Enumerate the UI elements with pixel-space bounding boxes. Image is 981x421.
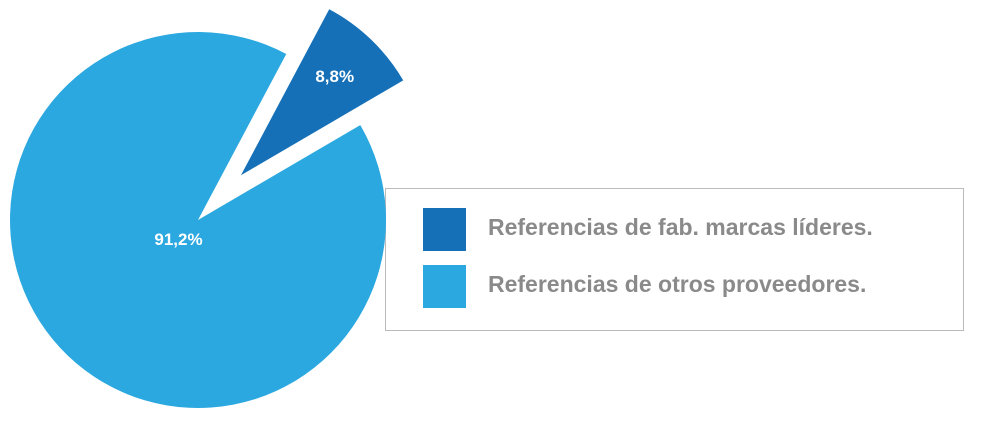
legend-box <box>385 188 964 331</box>
legend-label: Referencias de fab. marcas líderes. <box>488 214 873 240</box>
legend-label: Referencias de otros proveedores. <box>488 271 866 297</box>
slice-label: 8,8% <box>315 67 354 86</box>
legend-swatch <box>423 208 466 251</box>
pie-slice <box>240 9 404 176</box>
pie-slice <box>10 31 387 408</box>
slice-label: 91,2% <box>154 230 202 249</box>
legend-swatch <box>423 265 466 308</box>
